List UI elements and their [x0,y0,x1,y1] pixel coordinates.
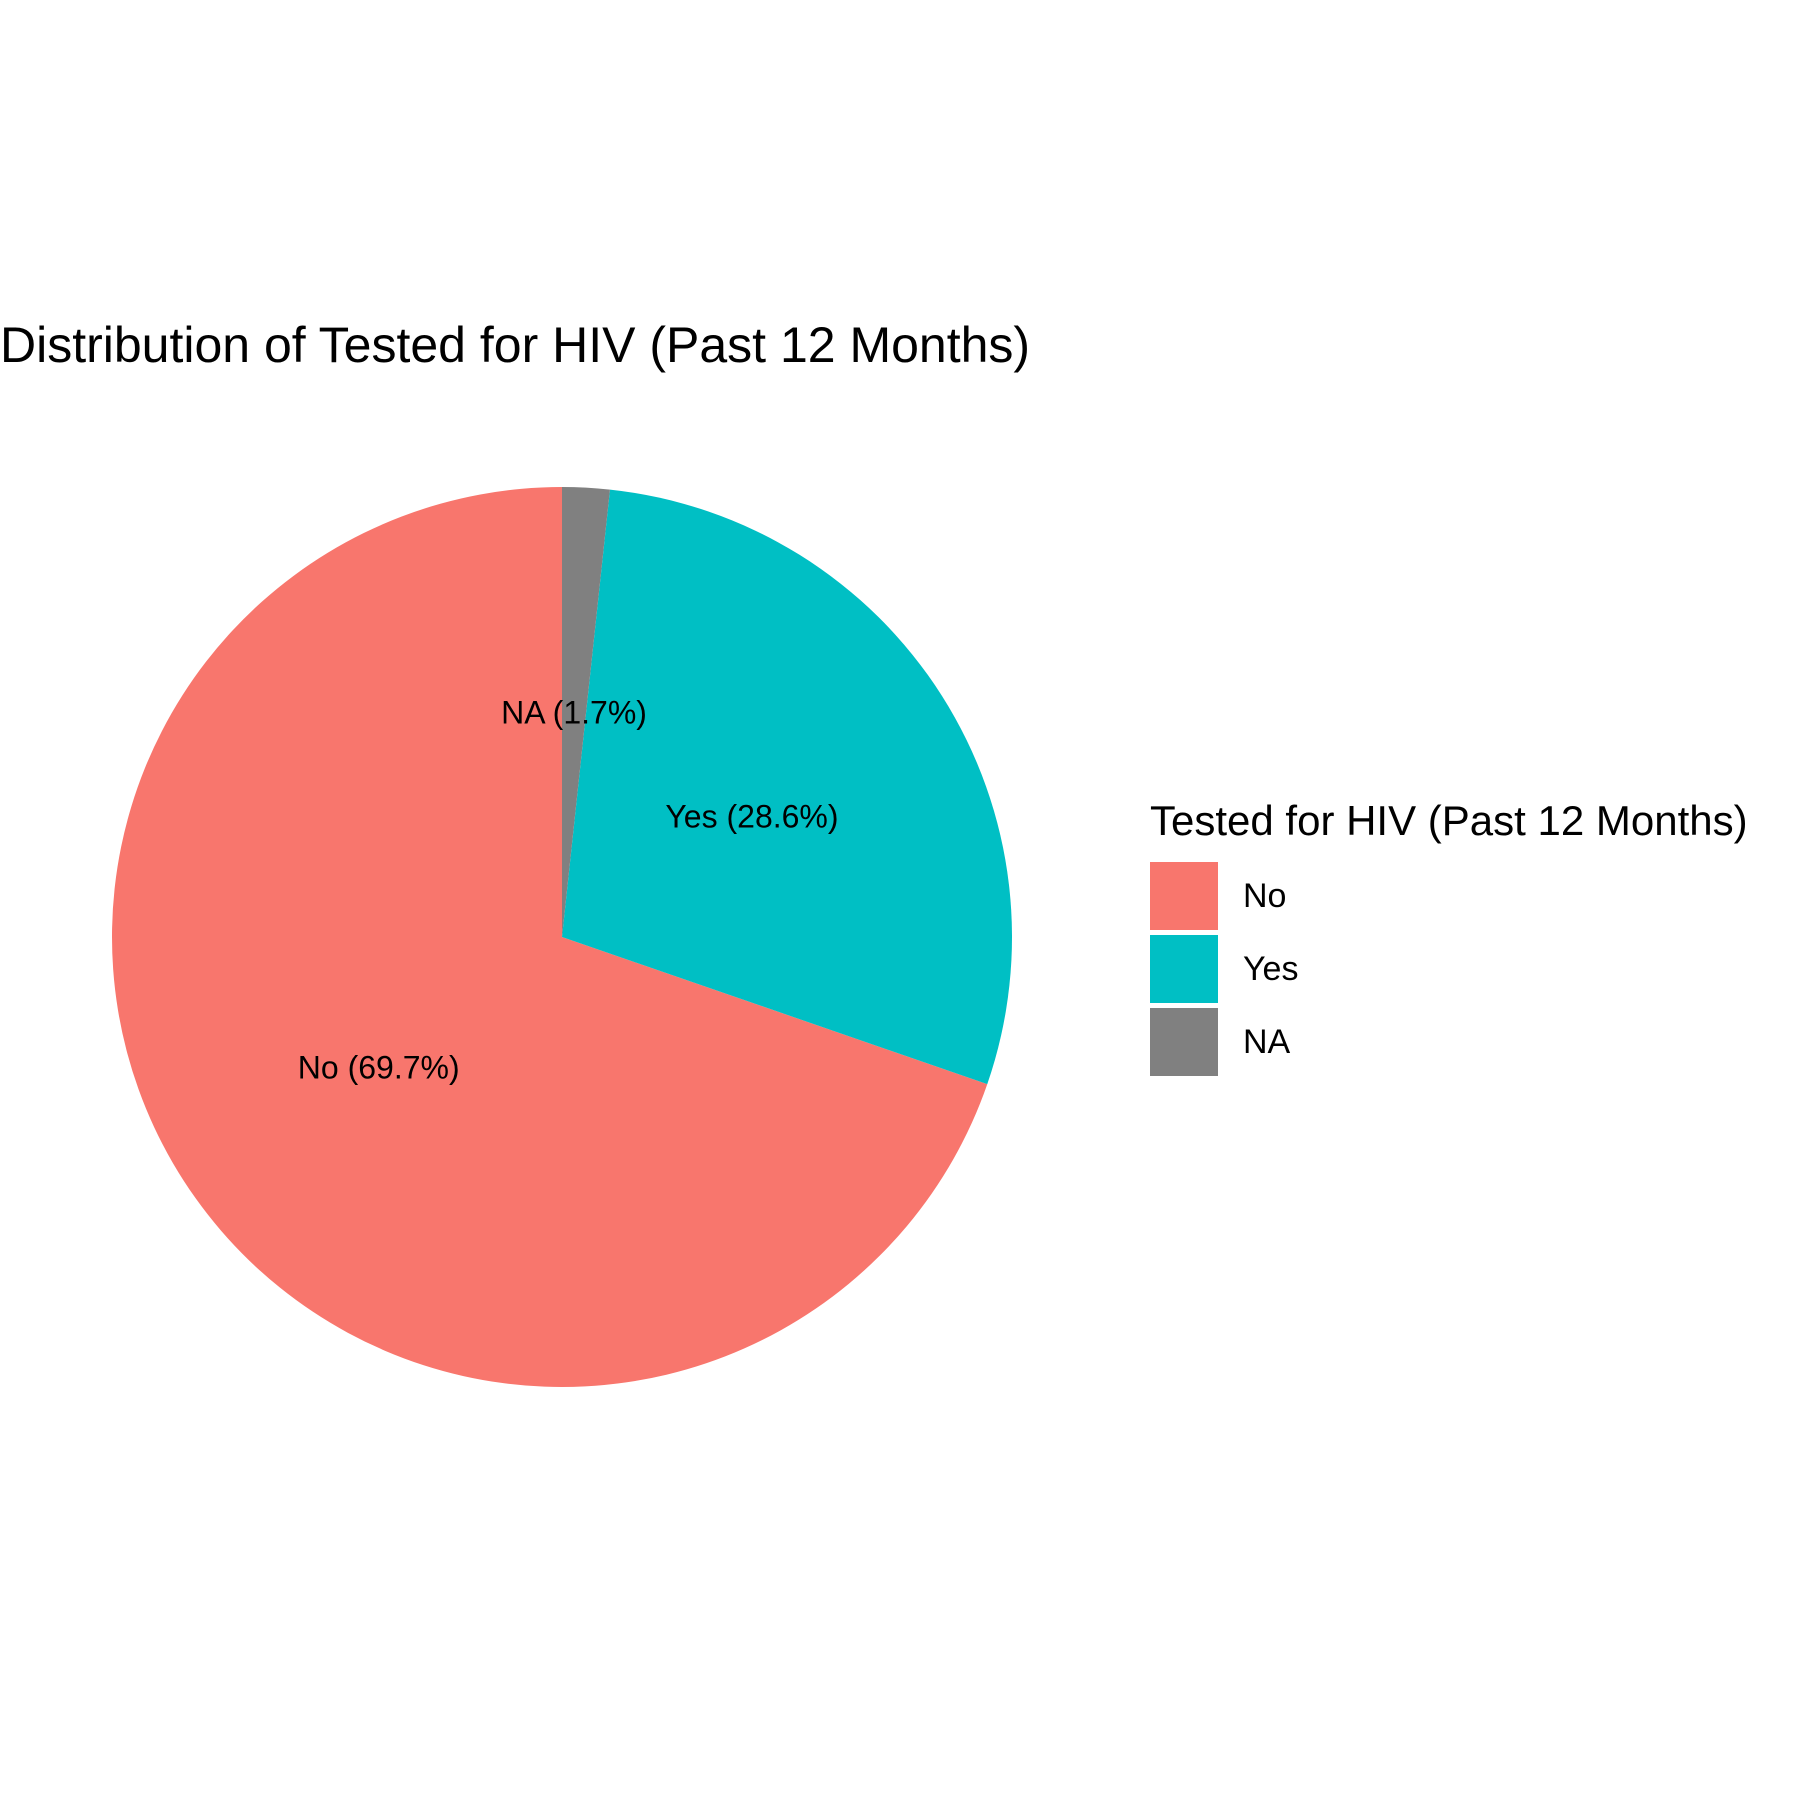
legend-label-no: No [1243,877,1286,915]
pie-slice-no [112,487,988,1387]
slice-label-yes: Yes (28.6%) [665,798,838,834]
legend-label-na: NA [1243,1023,1291,1061]
legend-title: Tested for HIV (Past 12 Months) [1150,797,1748,844]
legend-swatch-no [1150,862,1218,930]
chart-title: Distribution of Tested for HIV (Past 12 … [0,317,1030,373]
legend-items: No Yes NA [1150,862,1298,1076]
pie-slice-yes [562,489,1013,1085]
pie-slices [112,487,1013,1387]
legend-swatch-yes [1150,935,1218,1003]
slice-label-no: No (69.7%) [298,1050,460,1086]
pie-slice-na [562,487,610,937]
pie-slice-labels: No (69.7%) Yes (28.6%) NA (1.7%) [298,694,839,1085]
legend-swatch-na [1150,1008,1218,1076]
legend: Tested for HIV (Past 12 Months) No Yes NA [1150,797,1748,1076]
slice-label-na: NA (1.7%) [501,694,647,730]
legend-label-yes: Yes [1243,950,1298,988]
